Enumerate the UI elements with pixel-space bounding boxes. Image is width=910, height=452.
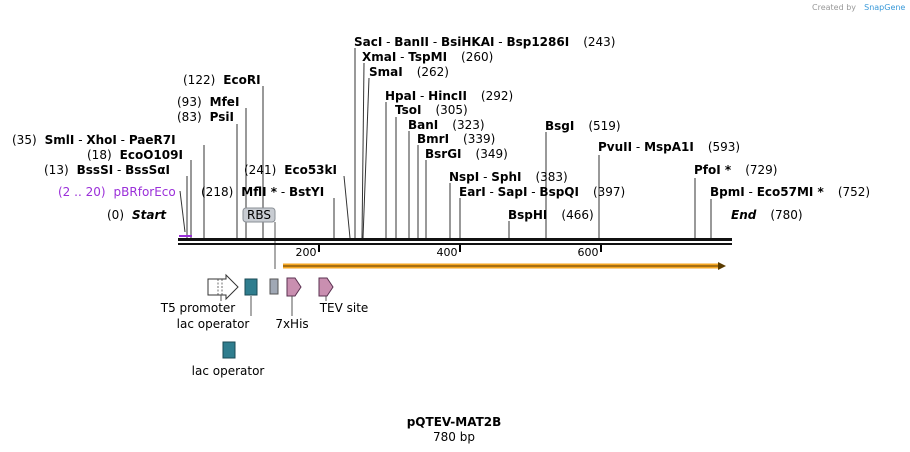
primer-label: (2 .. 20) pBRforEco bbox=[58, 185, 176, 199]
ruler-label-600: 600 bbox=[578, 246, 599, 259]
plasmid-name: pQTEV-MAT2B bbox=[407, 415, 502, 429]
svg-text:Created by SnapGene: Created by SnapGene bbox=[812, 0, 905, 14]
site-label-mfli-group: (218) MflI * - BstYI bbox=[201, 185, 324, 199]
site-label-bsssi-group: (13) BssSI - BssSαI bbox=[44, 163, 170, 177]
lac-operator-feature-1: lac operator bbox=[177, 278, 258, 331]
site-label-eco53ki: (241) Eco53kI bbox=[244, 163, 337, 177]
site-label-eari-group: EarI - SapI - BspQI (397) bbox=[459, 185, 625, 199]
credit-text: Created by bbox=[812, 3, 856, 12]
site-label-ecori: (122) EcoRI bbox=[183, 73, 261, 87]
site-label-hpai-group: HpaI - HincII (292) bbox=[385, 89, 513, 103]
t5-promoter-feature: T5 promoter bbox=[160, 273, 239, 315]
t5-promoter-label: T5 promoter bbox=[160, 301, 236, 315]
plasmid-length: 780 bp bbox=[433, 430, 475, 444]
rbs-box bbox=[242, 207, 276, 223]
site-label-pfoi: PfoI * (729) bbox=[694, 163, 777, 177]
end-label: End (780) bbox=[731, 208, 803, 222]
site-label-bsrgi: BsrGI (349) bbox=[425, 147, 508, 161]
backbone bbox=[178, 238, 732, 245]
orf-arrow bbox=[283, 262, 726, 270]
ruler: 200 400 600 bbox=[296, 245, 602, 259]
lac-operator-label-1: lac operator bbox=[177, 317, 250, 331]
his-tag-label: 7xHis bbox=[275, 317, 308, 331]
lac-operator-box-2 bbox=[222, 341, 236, 359]
site-label-bsgi: BsgI (519) bbox=[545, 119, 621, 133]
site-label-smai: SmaI (262) bbox=[369, 65, 449, 79]
site-label-pvuii-group: PvuII - MspA1I (593) bbox=[598, 140, 740, 154]
site-label-bani: BanI (323) bbox=[408, 118, 485, 132]
ruler-label-200: 200 bbox=[296, 246, 317, 259]
rbs-feature: RBS bbox=[242, 207, 276, 269]
start-label: (0) Start bbox=[107, 208, 167, 222]
site-label-bsphi: BspHI (466) bbox=[508, 208, 594, 222]
his-tag-arrow bbox=[286, 277, 302, 297]
t5-promoter-arrow bbox=[207, 273, 239, 301]
tev-site-label: TEV site bbox=[319, 301, 369, 315]
credit-brand: SnapGene bbox=[864, 3, 905, 12]
site-label-xmai-group: XmaI - TspMI (260) bbox=[362, 50, 493, 64]
rbs-label: RBS bbox=[247, 208, 271, 222]
site-label-smli-group: (35) SmlI - XhoI - PaeR7I bbox=[12, 133, 176, 147]
his-tag-feature: 7xHis bbox=[275, 277, 309, 331]
site-label-nspi-group: NspI - SphI (383) bbox=[449, 170, 568, 184]
tev-site-feature: TEV site bbox=[318, 277, 369, 315]
site-label-mfei: (93) MfeI bbox=[177, 95, 239, 109]
lac-operator-box-1 bbox=[244, 278, 258, 296]
site-label-bpmi-group: BpmI - Eco57MI * (752) bbox=[710, 185, 870, 199]
site-label-bmri: BmrI (339) bbox=[417, 132, 495, 146]
site-label-psii: (83) PsiI bbox=[177, 110, 234, 124]
rbs-feature-mark bbox=[269, 278, 279, 295]
lac-operator-feature-2: lac operator bbox=[192, 341, 265, 378]
lac-operator-label-2: lac operator bbox=[192, 364, 265, 378]
site-label-tsoi: TsoI (305) bbox=[395, 103, 468, 117]
site-label-ecoo109i: (18) EcoO109I bbox=[87, 148, 183, 162]
site-label-saci-group: SacI - BanII - BsiHKAI - Bsp1286I (243) bbox=[354, 35, 615, 49]
site-connectors bbox=[179, 48, 712, 239]
ruler-label-400: 400 bbox=[437, 246, 458, 259]
tev-site-arrow bbox=[318, 277, 334, 297]
